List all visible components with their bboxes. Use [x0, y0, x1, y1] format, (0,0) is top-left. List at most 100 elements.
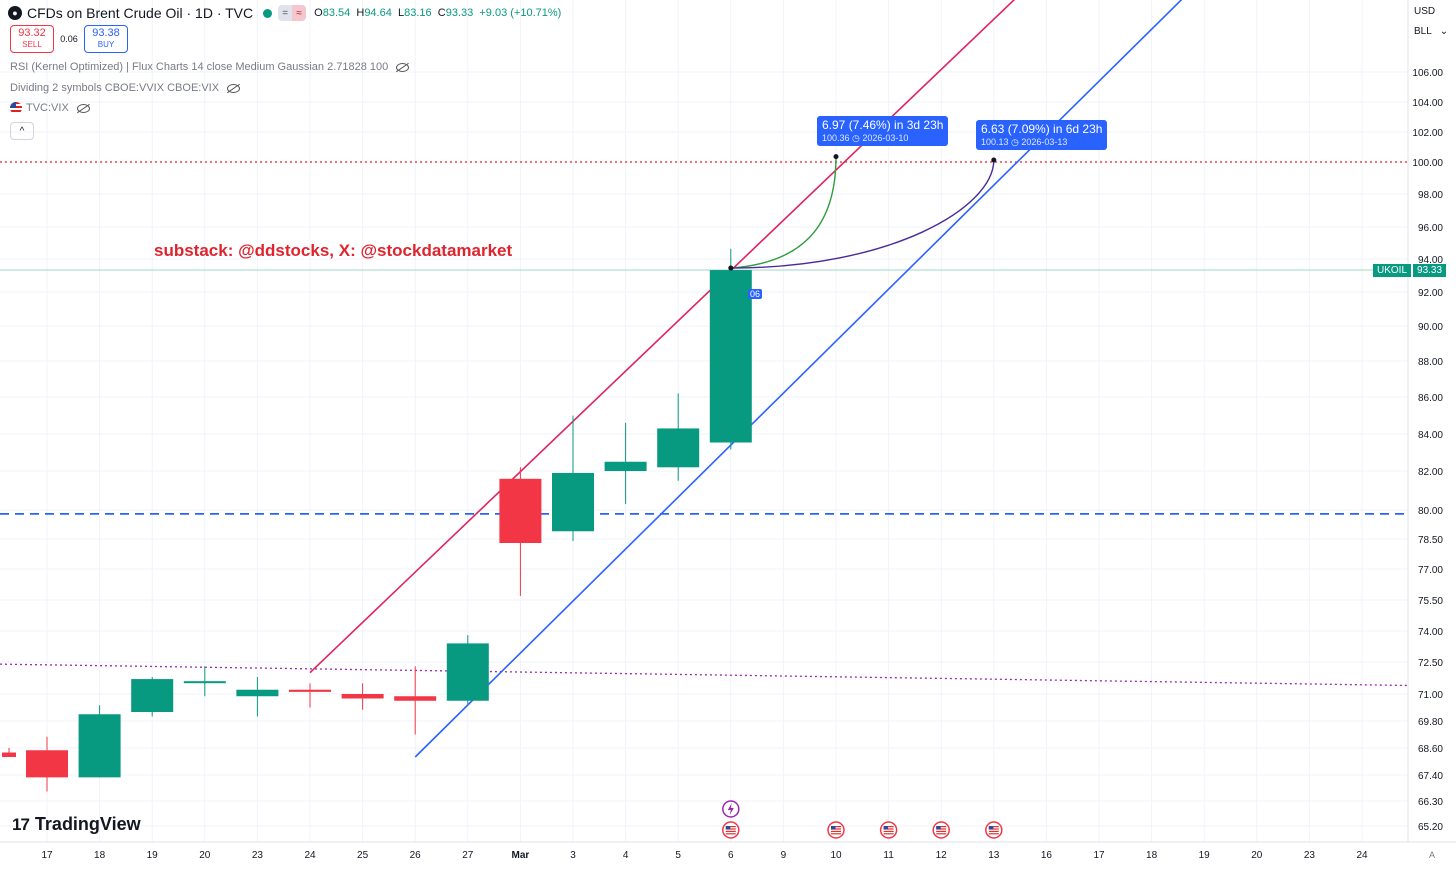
time-tick-label: Mar [512, 850, 530, 861]
time-tick-label: 17 [41, 850, 53, 861]
hide-eye-icon[interactable] [396, 62, 410, 72]
projection-origin-dot [728, 265, 734, 271]
candle-body [131, 679, 174, 712]
compare-pill[interactable]: = ≈ [278, 5, 307, 21]
candle-body [499, 478, 542, 543]
partial-label: 06 [748, 289, 763, 299]
flag-stripe [725, 833, 736, 835]
price-tick-label: 90.00 [1418, 322, 1443, 333]
time-tick-label: 10 [830, 850, 842, 861]
candle-body [2, 752, 16, 757]
indicator-rsi[interactable]: RSI (Kernel Optimized) | Flux Charts 14 … [10, 61, 410, 73]
candle-body [394, 696, 437, 701]
time-tick-label: 17 [1093, 850, 1105, 861]
candles [2, 248, 752, 792]
projection-callout-1[interactable]: 6.97 (7.46%) in 3d 23h 100.36 ◷ 2026-03-… [817, 116, 949, 146]
economic-event-flag-icon [879, 821, 898, 839]
collapse-chevron-up-icon[interactable]: ^ [10, 122, 34, 140]
trade-panel: 93.32 SELL 0.06 93.38 BUY [10, 25, 128, 53]
price-tick-label: 67.40 [1418, 771, 1443, 782]
candle-body [289, 689, 331, 692]
auto-scale-toggle: A [1429, 850, 1435, 860]
flag-stripe [725, 828, 736, 830]
unit-selector[interactable]: BLL ⌄ [1414, 26, 1449, 37]
lines-icon[interactable]: = [278, 5, 293, 21]
time-tick-label: 18 [1146, 850, 1158, 861]
candle-body [552, 472, 594, 532]
price-tick-label: 100.00 [1412, 158, 1443, 169]
flag-stripe [831, 830, 841, 832]
tradingview-logo[interactable]: 17 TradingView [12, 814, 141, 834]
time-tick-label: 27 [462, 850, 474, 861]
projection-callout-2[interactable]: 6.63 (7.09%) in 6d 23h 100.13 ◷ 2026-03-… [976, 120, 1108, 150]
flag-canton [725, 826, 731, 830]
sell-button[interactable]: 93.32 SELL [10, 25, 54, 53]
projection-target-dot [833, 154, 839, 160]
price-tick-label: 69.80 [1418, 717, 1443, 728]
flag-stripe [936, 828, 947, 830]
flag-stripe [831, 826, 841, 828]
price-tick-label: 92.00 [1418, 288, 1443, 299]
lightning-event-icon [722, 800, 740, 818]
projection-curve-13 [730, 160, 995, 269]
flag-stripe [831, 828, 841, 830]
indicator-vix[interactable]: TVC:VIX [10, 102, 90, 114]
flag-ring [932, 821, 950, 839]
candle-body [604, 461, 647, 471]
time-tick-label: 24 [1356, 850, 1368, 861]
hide-eye-icon[interactable] [76, 103, 90, 113]
flag-stripe [936, 833, 947, 835]
lower-channel-line [414, 0, 1183, 758]
candle-17 [26, 736, 68, 792]
flag-stripe [831, 833, 841, 835]
event-markers [722, 800, 1003, 839]
candle-body [183, 681, 226, 684]
candle-26 [394, 666, 437, 735]
candle-body [657, 428, 700, 468]
candle-4 [604, 422, 647, 505]
wave-icon[interactable]: ≈ [292, 5, 307, 21]
flag-stripe [988, 833, 999, 835]
time-tick-label: 19 [147, 850, 159, 861]
flag-ring [722, 821, 740, 839]
trendlines [309, 0, 1183, 758]
price-tick-label: 75.50 [1418, 596, 1443, 607]
candle-body [26, 750, 68, 778]
candle-23 [236, 676, 279, 717]
time-tick-label: 24 [304, 850, 316, 861]
time-tick-label: 19 [1199, 850, 1211, 861]
price-tick-label: 96.00 [1418, 223, 1443, 234]
price-tick-label: 88.00 [1418, 357, 1443, 368]
time-axis: 17 18 19 20 23 24 25 26 27 Mar 3 4 5 6 9 10 11 12 13 16 17 18… [0, 841, 1456, 861]
time-tick-label: 4 [623, 850, 629, 861]
candle-body [236, 689, 279, 697]
hide-eye-icon[interactable] [227, 83, 241, 93]
candle-20 [183, 666, 226, 697]
watermark-text: substack: @ddstocks, X: @stockdatamarket [154, 241, 513, 260]
time-tick-label: 25 [357, 850, 369, 861]
time-tick-label: 20 [1251, 850, 1263, 861]
economic-event-flag-icon [827, 821, 845, 839]
indicator-dividing[interactable]: Dividing 2 symbols CBOE:VVIX CBOE:VIX [10, 82, 241, 94]
buy-button[interactable]: 93.38 BUY [84, 25, 128, 53]
candle-24 [289, 683, 331, 708]
currency-selector[interactable]: USD [1414, 6, 1436, 17]
flag-stripe [988, 828, 999, 830]
time-tick-label: 26 [410, 850, 422, 861]
price-tick-label: 74.00 [1418, 627, 1443, 638]
flag-stripe [988, 826, 999, 828]
flag-stripe [725, 826, 736, 828]
price-tick-label: 86.00 [1418, 393, 1443, 404]
horizontal-levels [0, 161, 1409, 687]
grid [0, 0, 1408, 842]
candle-18 [78, 705, 121, 778]
projection-curves [728, 154, 997, 271]
flag-canton [936, 826, 941, 830]
candle-16 [2, 748, 16, 757]
time-tick-label: 23 [252, 850, 264, 861]
flag-canton [831, 826, 836, 830]
projection-target-dot [991, 157, 997, 163]
flag-stripe [883, 830, 894, 832]
market-status-icon[interactable] [263, 8, 273, 18]
